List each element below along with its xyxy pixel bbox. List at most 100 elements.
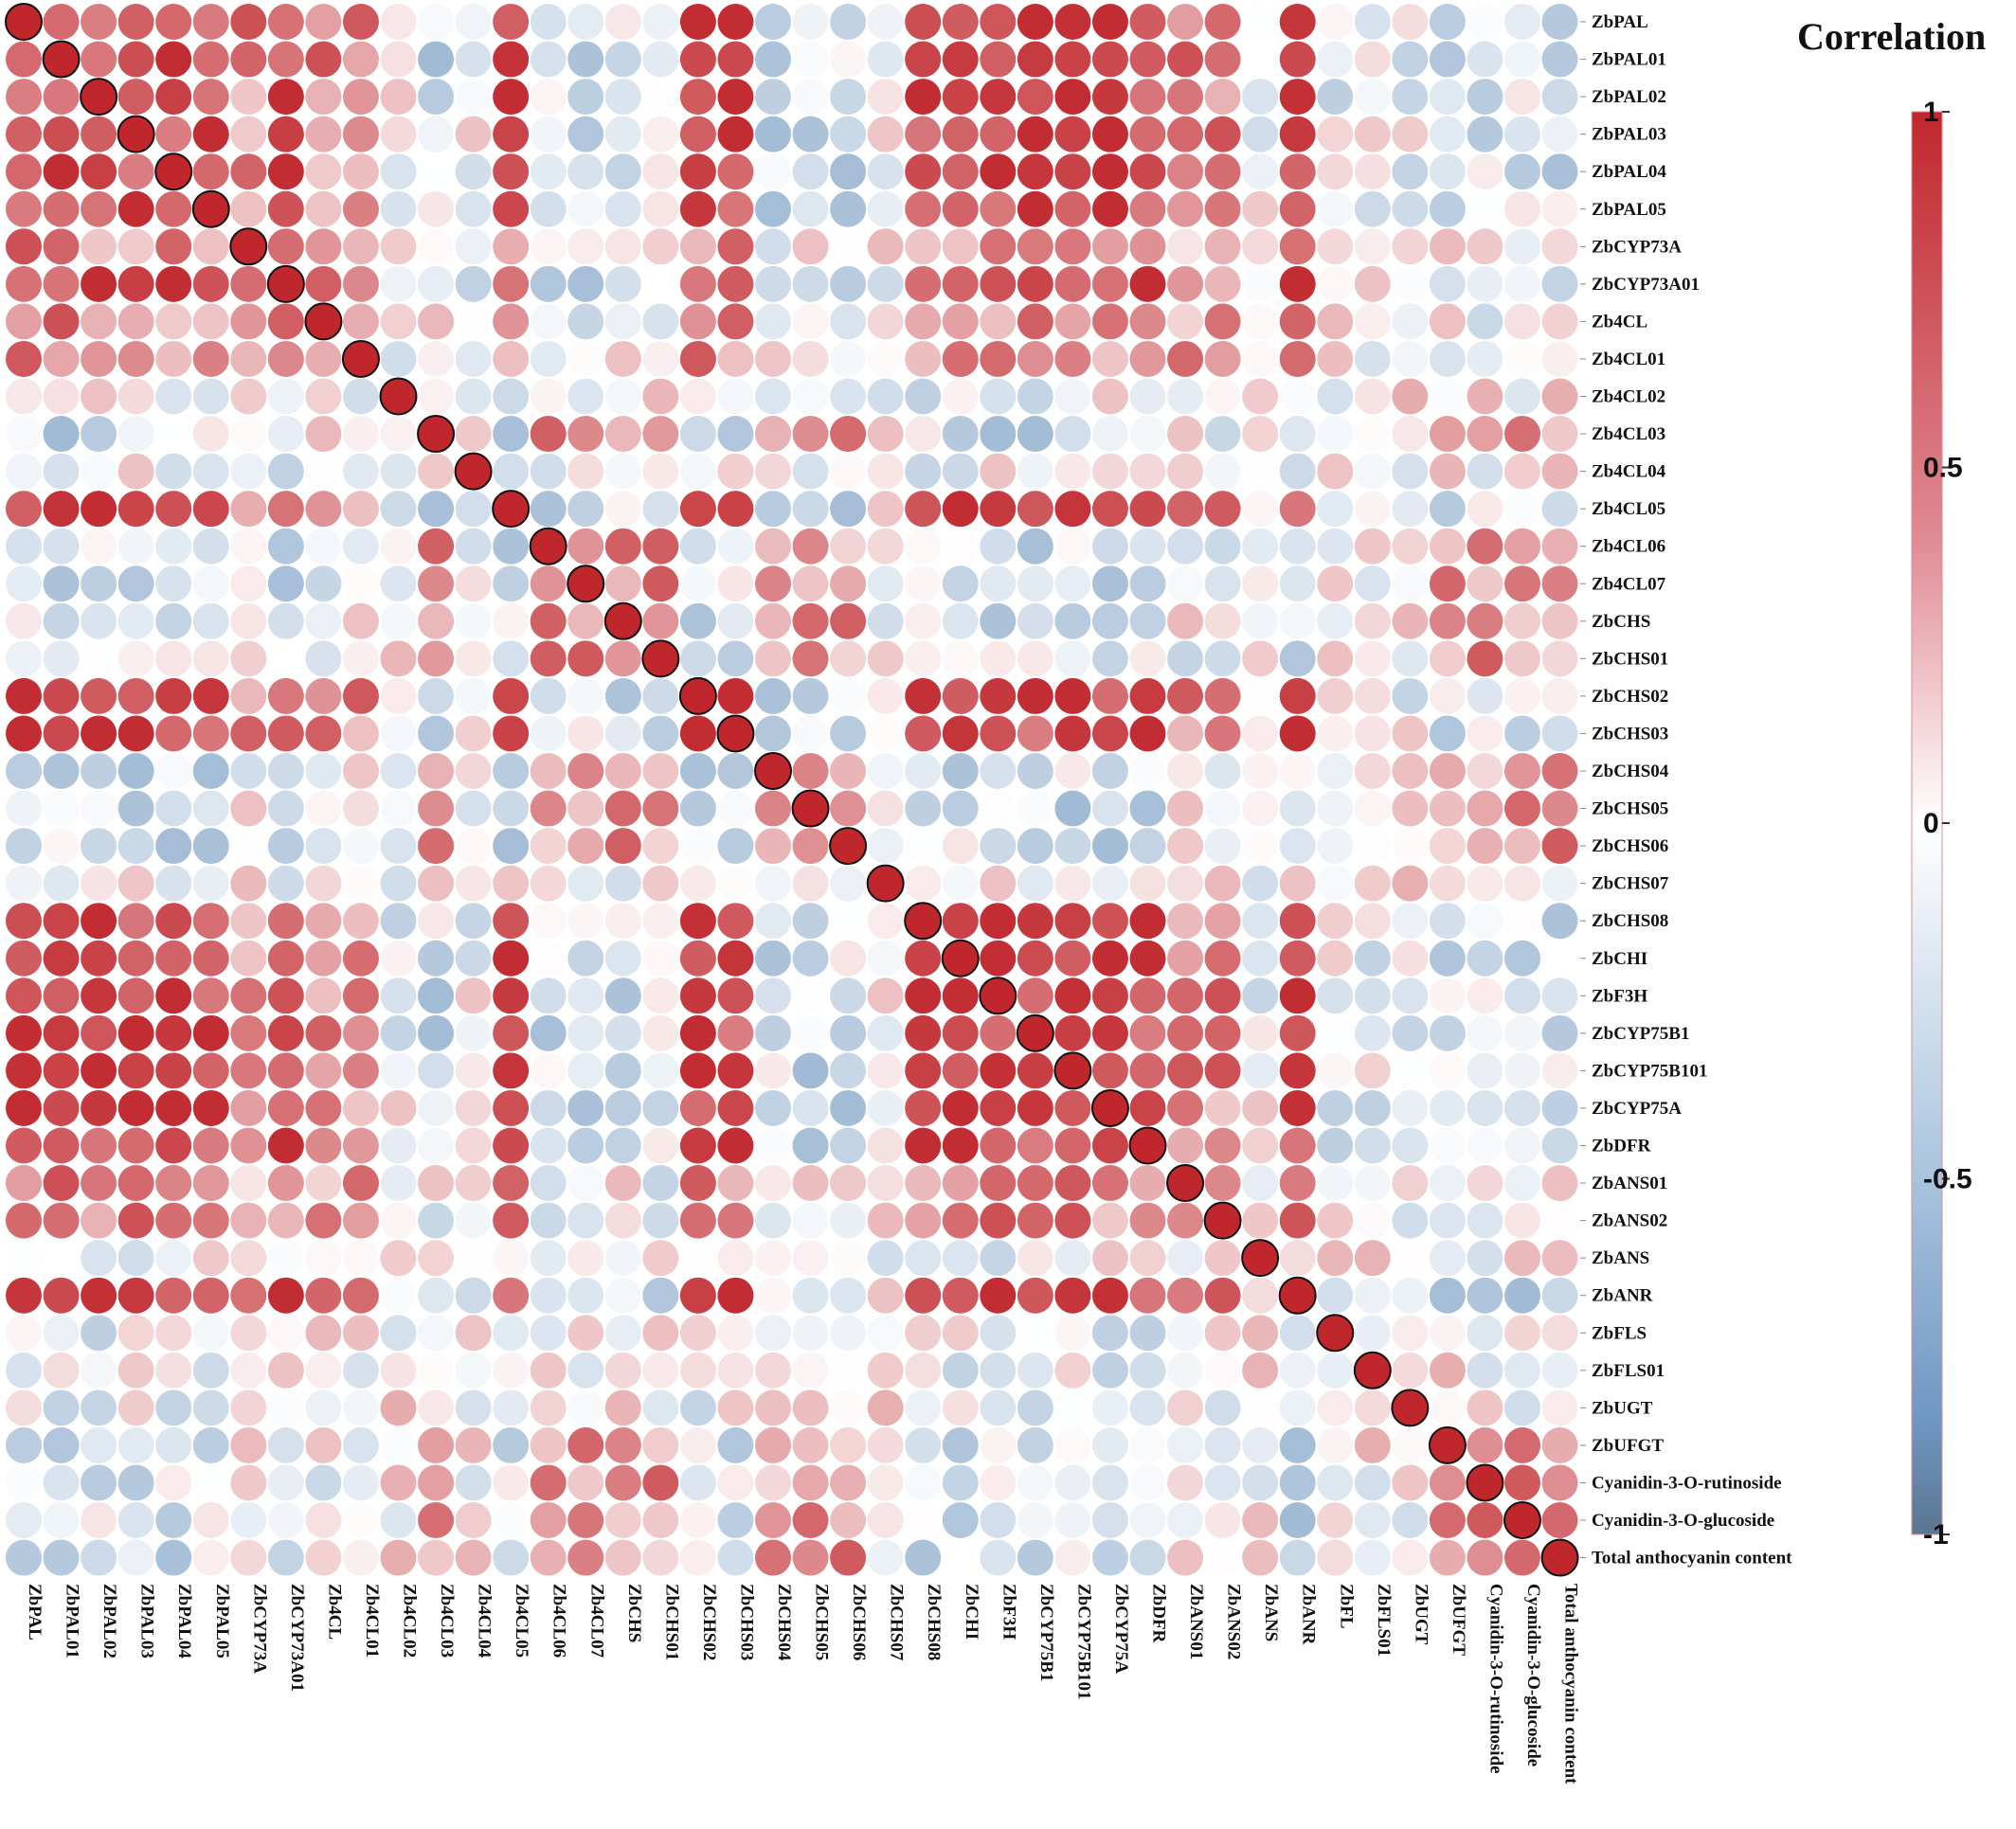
correlation-cell bbox=[81, 340, 117, 377]
row-label: Zb4CL04 bbox=[1592, 462, 1666, 482]
correlation-cell bbox=[1129, 1539, 1166, 1576]
correlation-cell bbox=[43, 1202, 80, 1239]
correlation-cell bbox=[342, 602, 379, 639]
correlation-cell bbox=[792, 1539, 829, 1576]
column-label: ZbCHI bbox=[962, 1584, 981, 1640]
correlation-cell bbox=[1054, 228, 1091, 265]
correlation-cell bbox=[342, 903, 379, 940]
correlation-cell bbox=[530, 1539, 567, 1576]
correlation-cell bbox=[1204, 977, 1241, 1014]
correlation-cell bbox=[1391, 1389, 1430, 1427]
correlation-cell bbox=[1242, 453, 1279, 490]
correlation-cell bbox=[1429, 79, 1466, 116]
correlation-cell bbox=[6, 677, 42, 714]
correlation-cell bbox=[642, 1202, 679, 1239]
correlation-cell bbox=[81, 1202, 117, 1239]
correlation-cell bbox=[230, 1165, 267, 1202]
correlation-cell bbox=[43, 940, 80, 977]
correlation-cell bbox=[380, 1014, 417, 1051]
correlation-cell bbox=[905, 753, 942, 789]
column-label: Zb4CL bbox=[324, 1584, 344, 1640]
correlation-cell bbox=[530, 790, 567, 827]
correlation-cell bbox=[81, 1539, 117, 1576]
correlation-cell bbox=[1467, 903, 1503, 940]
correlation-cell bbox=[230, 1014, 267, 1051]
correlation-cell bbox=[81, 865, 117, 902]
correlation-cell bbox=[1204, 265, 1241, 302]
correlation-cell bbox=[1317, 828, 1354, 865]
correlation-cell bbox=[717, 677, 754, 714]
correlation-cell bbox=[905, 1165, 942, 1202]
correlation-cell bbox=[1467, 303, 1503, 340]
correlation-cell bbox=[905, 1052, 942, 1089]
correlation-cell bbox=[342, 865, 379, 902]
correlation-cell bbox=[342, 1277, 379, 1314]
correlation-cell bbox=[1541, 1165, 1578, 1202]
correlation-cell bbox=[530, 940, 567, 977]
correlation-cell bbox=[418, 1014, 455, 1051]
correlation-cell bbox=[267, 190, 304, 227]
correlation-cell bbox=[230, 1277, 267, 1314]
correlation-cell bbox=[155, 416, 192, 453]
correlation-cell bbox=[1354, 41, 1391, 78]
correlation-cell bbox=[305, 1240, 342, 1277]
correlation-cell bbox=[1541, 565, 1578, 602]
correlation-cell bbox=[304, 302, 343, 341]
legend-colorbar bbox=[1911, 111, 1943, 1535]
correlation-cell bbox=[117, 41, 154, 78]
correlation-cell bbox=[1279, 1539, 1316, 1576]
correlation-cell bbox=[1242, 640, 1279, 677]
correlation-cell bbox=[1129, 940, 1166, 977]
correlation-cell bbox=[155, 790, 192, 827]
correlation-cell bbox=[342, 79, 379, 116]
correlation-cell bbox=[6, 190, 42, 227]
correlation-cell bbox=[6, 340, 42, 377]
correlation-cell bbox=[43, 528, 80, 565]
correlation-cell bbox=[1167, 491, 1204, 528]
correlation-cell bbox=[1241, 1239, 1280, 1278]
correlation-cell bbox=[305, 828, 342, 865]
correlation-cell bbox=[342, 41, 379, 78]
correlation-cell bbox=[1279, 1014, 1316, 1051]
correlation-cell bbox=[1279, 1089, 1316, 1126]
correlation-cell bbox=[418, 1352, 455, 1389]
correlation-cell bbox=[567, 677, 604, 714]
correlation-cell bbox=[1317, 753, 1354, 789]
correlation-cell bbox=[1467, 41, 1503, 78]
correlation-cell bbox=[418, 790, 455, 827]
correlation-cell bbox=[1467, 640, 1503, 677]
correlation-cell bbox=[867, 528, 904, 565]
correlation-cell bbox=[530, 640, 567, 677]
correlation-cell bbox=[380, 1464, 417, 1501]
correlation-cell bbox=[1054, 865, 1091, 902]
correlation-cell bbox=[905, 416, 942, 453]
correlation-cell bbox=[567, 1390, 604, 1426]
correlation-cell bbox=[755, 865, 791, 902]
correlation-cell bbox=[867, 340, 904, 377]
correlation-cell bbox=[1504, 1464, 1540, 1501]
correlation-cell bbox=[530, 303, 567, 340]
correlation-cell bbox=[905, 4, 942, 40]
correlation-cell bbox=[755, 1277, 791, 1314]
correlation-cell bbox=[980, 828, 1017, 865]
correlation-cell bbox=[679, 1165, 716, 1202]
correlation-cell bbox=[43, 491, 80, 528]
correlation-cell bbox=[342, 416, 379, 453]
correlation-cell bbox=[1467, 1539, 1503, 1576]
correlation-cell bbox=[192, 1240, 229, 1277]
correlation-cell bbox=[1054, 453, 1091, 490]
correlation-cell bbox=[980, 1089, 1017, 1126]
correlation-cell bbox=[1504, 4, 1540, 40]
row-label: Zb4CL06 bbox=[1592, 537, 1665, 557]
correlation-cell bbox=[1091, 602, 1128, 639]
column-label: ZbCHS04 bbox=[774, 1584, 794, 1661]
correlation-cell bbox=[43, 1127, 80, 1164]
correlation-cell bbox=[530, 1127, 567, 1164]
correlation-cell bbox=[755, 1390, 791, 1426]
correlation-cell bbox=[1279, 790, 1316, 827]
correlation-cell bbox=[642, 677, 679, 714]
correlation-cell bbox=[192, 1127, 229, 1164]
correlation-cell bbox=[980, 491, 1017, 528]
correlation-cell bbox=[679, 416, 716, 453]
legend-tick-label: -1 bbox=[1923, 1519, 1949, 1551]
